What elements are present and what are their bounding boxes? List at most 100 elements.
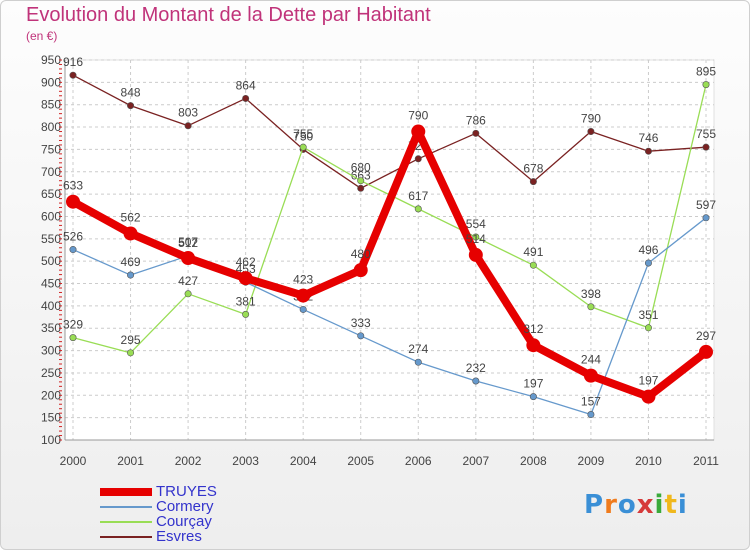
data-point xyxy=(69,334,77,342)
data-label: 514 xyxy=(466,232,486,246)
legend-swatch xyxy=(100,506,152,508)
x-tick-label: 2010 xyxy=(635,454,662,468)
data-point xyxy=(529,261,537,269)
series-line-cormery xyxy=(72,217,707,416)
data-point xyxy=(644,147,652,155)
x-tick-label: 2011 xyxy=(693,454,719,468)
data-label: 427 xyxy=(178,274,198,288)
data-label: 274 xyxy=(408,342,428,356)
legend-swatch xyxy=(100,536,152,538)
data-label: 480 xyxy=(351,247,371,261)
data-label: 916 xyxy=(63,55,83,69)
data-label: 895 xyxy=(696,65,716,79)
data-point xyxy=(587,128,595,136)
y-tick-label: 550 xyxy=(41,232,61,246)
y-tick-label: 500 xyxy=(41,254,61,268)
data-label: 803 xyxy=(178,106,198,120)
data-point xyxy=(242,94,250,102)
data-point xyxy=(296,288,311,303)
data-point xyxy=(529,393,537,401)
data-point xyxy=(472,377,480,385)
data-label: 512 xyxy=(178,236,198,250)
y-tick-label: 900 xyxy=(41,75,61,89)
data-label: 790 xyxy=(581,112,601,126)
proxiti-logo: Proxiti xyxy=(584,490,688,520)
data-label: 297 xyxy=(696,329,716,343)
data-point xyxy=(123,226,138,241)
logo-letter: P xyxy=(584,490,605,520)
y-tick-label: 850 xyxy=(41,98,61,112)
data-point xyxy=(644,259,652,267)
y-tick-label: 400 xyxy=(41,299,61,313)
data-point xyxy=(66,194,80,209)
data-label: 864 xyxy=(236,78,256,92)
x-tick-label: 2008 xyxy=(520,454,547,468)
data-point xyxy=(529,178,537,186)
data-label: 491 xyxy=(523,245,543,259)
data-label: 755 xyxy=(293,127,313,141)
data-label: 157 xyxy=(581,395,601,409)
x-tick-label: 2002 xyxy=(175,454,202,468)
data-point xyxy=(587,411,595,419)
data-label: 680 xyxy=(351,161,371,175)
data-label: 232 xyxy=(466,361,486,375)
x-tick-label: 2005 xyxy=(347,454,374,468)
data-point xyxy=(702,81,710,89)
legend-swatch xyxy=(100,521,152,523)
data-label: 678 xyxy=(523,162,543,176)
data-label: 469 xyxy=(121,255,141,269)
x-tick-label: 2001 xyxy=(117,454,144,468)
y-tick-label: 700 xyxy=(41,165,61,179)
data-point xyxy=(702,214,710,222)
legend-label: Cormery xyxy=(156,498,214,515)
data-point xyxy=(411,124,426,139)
data-label: 329 xyxy=(63,318,83,332)
data-point xyxy=(127,102,135,110)
data-point xyxy=(357,332,365,340)
data-point xyxy=(414,358,422,366)
data-point xyxy=(238,271,253,286)
y-tick-label: 100 xyxy=(41,433,61,447)
data-point xyxy=(702,143,710,151)
y-tick-label: 950 xyxy=(41,53,61,67)
data-label: 244 xyxy=(581,353,601,367)
data-label: 312 xyxy=(523,322,543,336)
data-label: 663 xyxy=(351,168,371,182)
data-label: 755 xyxy=(696,127,716,141)
data-label: 197 xyxy=(523,377,543,391)
data-label: 617 xyxy=(408,189,428,203)
data-point xyxy=(414,155,422,163)
data-label: 496 xyxy=(638,243,658,257)
data-label: 750 xyxy=(293,129,313,143)
data-label: 462 xyxy=(236,255,256,269)
series-line-truyes xyxy=(71,127,709,401)
data-point xyxy=(181,251,196,266)
y-tick-label: 650 xyxy=(41,187,61,201)
data-point xyxy=(127,271,135,279)
data-point xyxy=(299,305,307,313)
y-tick-label: 300 xyxy=(41,344,61,358)
y-tick-label: 200 xyxy=(41,388,61,402)
y-tick-label: 800 xyxy=(41,120,61,134)
data-point xyxy=(357,184,365,192)
data-label: 554 xyxy=(466,217,486,231)
data-label: 197 xyxy=(638,374,658,388)
data-point xyxy=(699,344,713,359)
y-tick-label: 750 xyxy=(41,142,61,156)
y-tick-label: 600 xyxy=(41,209,61,223)
x-tick-label: 2004 xyxy=(290,454,317,468)
logo-letter: r xyxy=(604,490,618,520)
data-point xyxy=(184,122,192,130)
logo-letter: i xyxy=(677,490,688,520)
legend-swatch xyxy=(100,488,152,496)
y-tick-label: 350 xyxy=(41,321,61,335)
data-point xyxy=(468,247,483,262)
data-point xyxy=(299,143,307,151)
data-point xyxy=(644,324,652,332)
data-point xyxy=(414,205,422,213)
data-label: 526 xyxy=(63,230,83,244)
x-tick-label: 2003 xyxy=(232,454,259,468)
series-line-esvres xyxy=(72,74,707,189)
data-point xyxy=(242,310,250,318)
